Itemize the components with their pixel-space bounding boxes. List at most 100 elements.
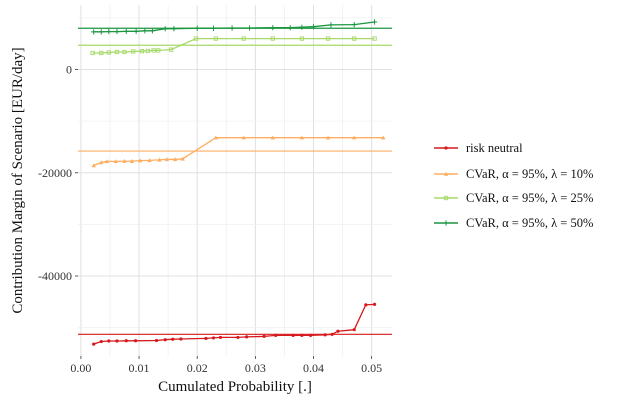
data-point (194, 25, 200, 31)
data-point (99, 50, 104, 56)
data-point (145, 48, 150, 54)
series (91, 19, 378, 35)
data-point (114, 28, 120, 35)
legend-item: CVaR, α = 95%, λ = 10% (434, 167, 593, 181)
data-point (328, 22, 334, 28)
data-point (218, 335, 223, 340)
data-point (270, 135, 275, 140)
data-point (444, 146, 448, 150)
data-point (325, 36, 331, 41)
data-point (352, 36, 357, 41)
data-point (291, 333, 295, 337)
data-point (236, 335, 240, 340)
data-point (154, 338, 159, 343)
data-point (98, 29, 104, 35)
data-point (336, 329, 340, 333)
y-axis-title: Contribution Margin of Scenario [EUR/day… (10, 47, 26, 313)
data-point (443, 171, 449, 176)
data-point (92, 342, 96, 346)
series (91, 135, 386, 168)
legend-label: CVaR, α = 95%, λ = 25% (466, 191, 593, 205)
data-point (104, 159, 110, 164)
legend-label: risk neutral (466, 141, 523, 155)
data-point (323, 333, 327, 337)
data-point (114, 49, 120, 55)
data-point (364, 303, 368, 307)
data-point (180, 156, 185, 161)
data-point (443, 220, 449, 226)
data-point (352, 135, 357, 140)
data-point (241, 36, 246, 41)
data-point (179, 337, 183, 341)
data-point (133, 339, 138, 343)
data-point (299, 135, 305, 140)
plot-background (78, 5, 392, 356)
data-point (106, 50, 111, 55)
data-point (131, 49, 136, 54)
series-line (92, 37, 375, 54)
data-point (164, 157, 170, 162)
data-point (229, 25, 235, 31)
data-point (371, 19, 378, 25)
data-point (113, 159, 118, 164)
data-point (245, 335, 249, 339)
data-point (163, 338, 167, 342)
data-point (262, 334, 266, 338)
data-point (91, 29, 97, 35)
data-point (106, 28, 112, 35)
data-point (308, 333, 313, 337)
series-layer (90, 19, 386, 346)
data-point (168, 47, 174, 52)
x-axis-title: Cumulated Probability [.] (158, 379, 312, 395)
data-point (107, 339, 111, 343)
legend: risk neutral CVaR, α = 95%, λ = 10% CVaR, … (434, 141, 593, 230)
data-point (274, 333, 278, 337)
data-point (381, 135, 386, 140)
data-point (162, 26, 168, 32)
data-point (210, 25, 217, 31)
data-point (372, 36, 377, 41)
data-point (91, 163, 96, 168)
data-point (157, 157, 162, 162)
x-tick-label: 0.00 (70, 361, 91, 375)
legend-item: CVaR, α = 95%, λ = 25% (434, 191, 593, 205)
data-point (149, 28, 156, 34)
legend-item: CVaR, α = 95%, λ = 50% (434, 216, 593, 230)
data-point (122, 49, 127, 55)
data-point (124, 339, 128, 343)
data-point (129, 158, 135, 163)
data-point (122, 158, 127, 163)
data-point (133, 28, 139, 34)
data-point (270, 36, 275, 41)
data-point (351, 22, 357, 28)
data-point (138, 158, 143, 163)
data-point (246, 25, 253, 31)
x-tick-label: 0.04 (303, 361, 324, 375)
grid-lines (78, 5, 392, 356)
data-point (325, 135, 331, 140)
data-point (299, 36, 305, 41)
axes: 0.00 0.01 0.02 0.03 0.04 0.05 -40000 -20000 0 (38, 63, 382, 375)
x-tick-label: 0.02 (187, 361, 208, 375)
data-point (211, 336, 216, 340)
y-tick-label: 0 (66, 63, 72, 77)
data-point (139, 49, 145, 54)
data-point (171, 26, 177, 32)
data-point (142, 28, 148, 34)
data-point (204, 336, 208, 341)
data-point (147, 158, 152, 163)
data-point (287, 25, 293, 31)
data-point (352, 328, 356, 332)
data-point (156, 48, 161, 53)
legend-label: CVaR, α = 95%, λ = 50% (466, 216, 593, 230)
data-point (372, 302, 377, 306)
x-tick-label: 0.03 (245, 361, 266, 375)
legend-item: risk neutral (434, 141, 523, 155)
y-tick-label: -40000 (38, 269, 72, 283)
plot-panel (78, 5, 392, 356)
data-point (193, 36, 199, 41)
data-point (151, 48, 156, 53)
data-point (270, 25, 276, 31)
data-point (330, 332, 334, 336)
data-point (241, 135, 246, 140)
